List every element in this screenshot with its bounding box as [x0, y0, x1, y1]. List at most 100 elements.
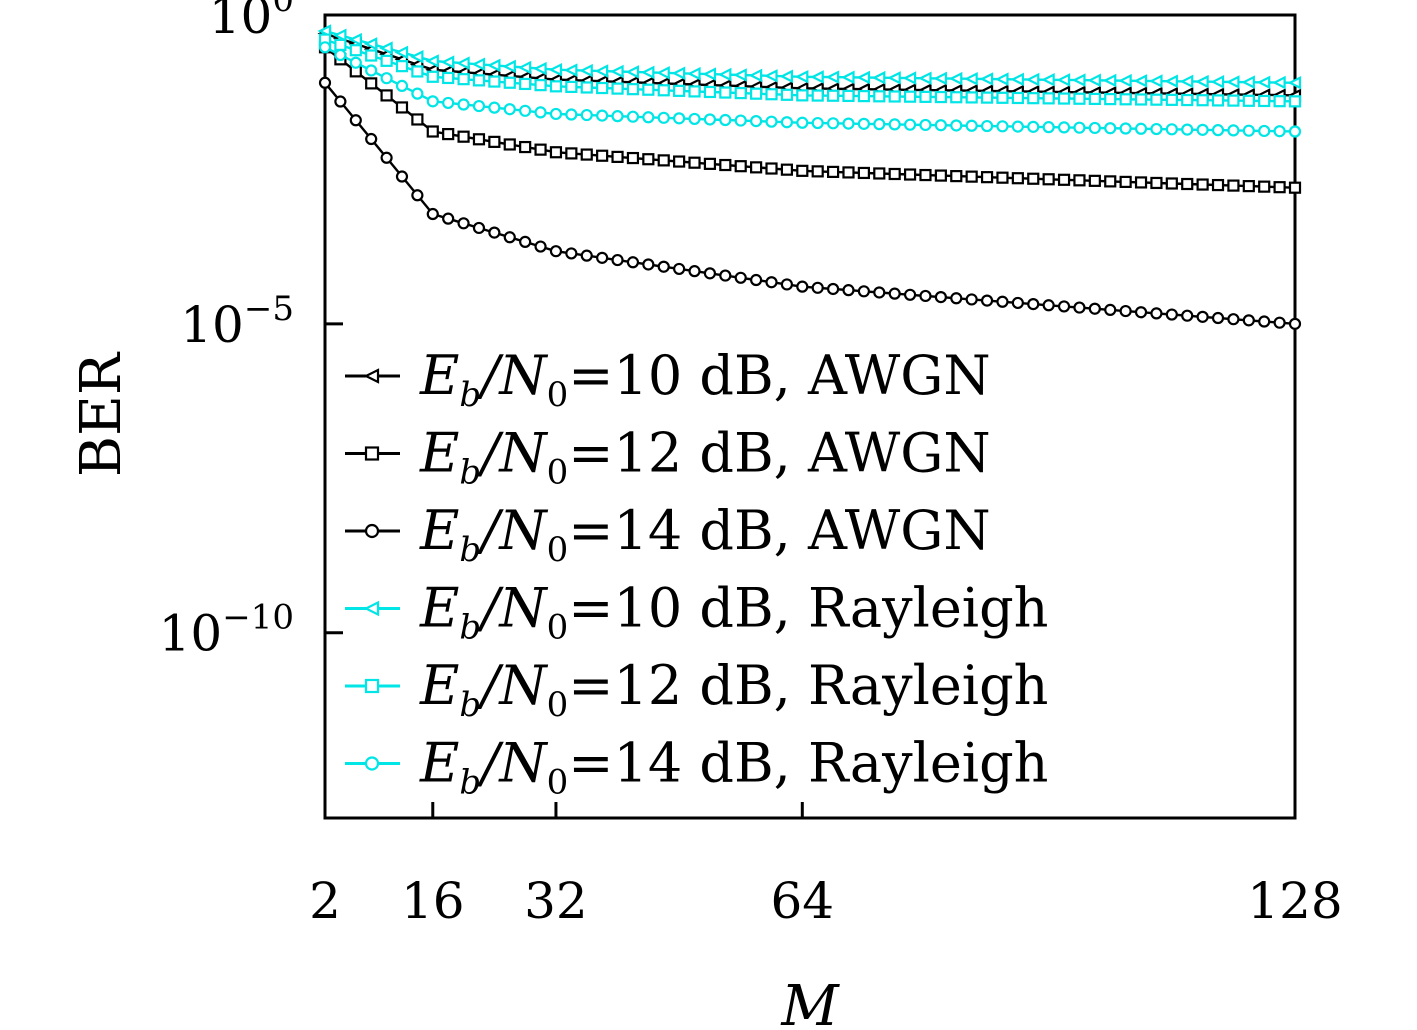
series-point [1011, 120, 1024, 133]
series-point [519, 77, 532, 91]
series-point [1056, 73, 1071, 87]
series-point [980, 91, 994, 104]
series-point [1119, 122, 1132, 135]
series-point [348, 32, 362, 47]
series-point [1227, 313, 1240, 326]
series-point [503, 138, 516, 151]
series-point [903, 118, 917, 131]
series-point [673, 262, 686, 276]
series-point [796, 280, 809, 293]
series-point [733, 68, 747, 82]
series-point [1258, 94, 1271, 108]
series-point [1196, 178, 1209, 191]
legend-label: Eb/N0=14 dB, AWGN [419, 499, 991, 570]
legend-label: Eb/N0=10 dB, Rayleigh [419, 577, 1048, 648]
series-point [950, 119, 963, 132]
series-point [1042, 92, 1055, 105]
series-point [626, 110, 640, 123]
legend-item: Eb/N0=12 dB, Rayleigh [345, 654, 1048, 725]
series-point [440, 55, 455, 69]
series-line [324, 46, 1296, 189]
series-point [594, 64, 609, 78]
series-point [1133, 74, 1148, 88]
series-point [332, 28, 347, 43]
series-line [324, 46, 1296, 133]
series-point [1134, 306, 1148, 319]
series-point [394, 45, 409, 60]
series-point [765, 115, 778, 128]
series-point [703, 157, 717, 170]
series-point [996, 91, 1009, 104]
series-point [842, 89, 855, 103]
series-5 [318, 33, 1302, 108]
legend-swatch-marker [364, 756, 380, 771]
series-point [426, 70, 439, 83]
series-point [611, 110, 624, 123]
series-point [565, 147, 578, 160]
series-point [1242, 314, 1255, 327]
series-point [796, 164, 809, 177]
series-point [380, 72, 393, 85]
series-point [642, 111, 655, 124]
series-point [919, 168, 932, 182]
series-point [1041, 72, 1055, 87]
series-point [903, 168, 917, 181]
series-point [488, 101, 501, 114]
series-point [688, 85, 701, 98]
series-point [1273, 125, 1286, 138]
series-line [324, 82, 1296, 325]
series-point [596, 109, 609, 122]
series-point [380, 54, 393, 67]
series-point [887, 71, 901, 85]
series-point [919, 289, 932, 303]
series-point [625, 65, 640, 79]
series-point [857, 117, 870, 130]
series-point [979, 72, 994, 86]
series-point [425, 54, 439, 68]
series-point [873, 118, 886, 131]
series-point [611, 253, 624, 267]
series-point [1211, 94, 1225, 107]
series-point [1088, 121, 1101, 135]
series-point [702, 67, 717, 81]
series-point [1088, 174, 1101, 187]
x-tick-label: 128 [1247, 872, 1342, 930]
series-point [1258, 315, 1271, 328]
series-point [734, 160, 747, 173]
series-point [750, 161, 763, 174]
series-point [703, 267, 717, 280]
series-point [1256, 75, 1271, 90]
series-point [1273, 181, 1286, 194]
series-point [1057, 300, 1071, 313]
series-point [919, 90, 932, 103]
series-point [380, 89, 393, 102]
series-point [1119, 93, 1132, 106]
series-point [565, 108, 578, 121]
x-tick-label: 32 [524, 872, 588, 930]
series-6 [318, 41, 1302, 138]
series-point [1134, 93, 1148, 106]
series-point [519, 104, 532, 117]
series-point [656, 66, 670, 80]
series-point [488, 135, 501, 148]
series-point [1272, 75, 1286, 90]
series-point [1196, 310, 1209, 323]
series-point [1104, 93, 1117, 106]
legend-swatch-marker [364, 678, 380, 694]
series-point [719, 86, 732, 99]
series-point [888, 167, 901, 181]
series-point [1150, 93, 1163, 106]
series-point [365, 49, 378, 62]
series-point [1148, 74, 1163, 88]
series-point [1165, 93, 1178, 106]
series-point [888, 118, 901, 131]
series-point [626, 256, 640, 269]
series-point [1011, 91, 1024, 105]
series-point [580, 249, 593, 262]
series-point [857, 285, 870, 298]
series-point [1057, 173, 1071, 186]
x-tick-label: 2 [309, 872, 341, 930]
series-point [471, 57, 486, 72]
series-point [488, 75, 501, 88]
series-point [826, 89, 840, 102]
